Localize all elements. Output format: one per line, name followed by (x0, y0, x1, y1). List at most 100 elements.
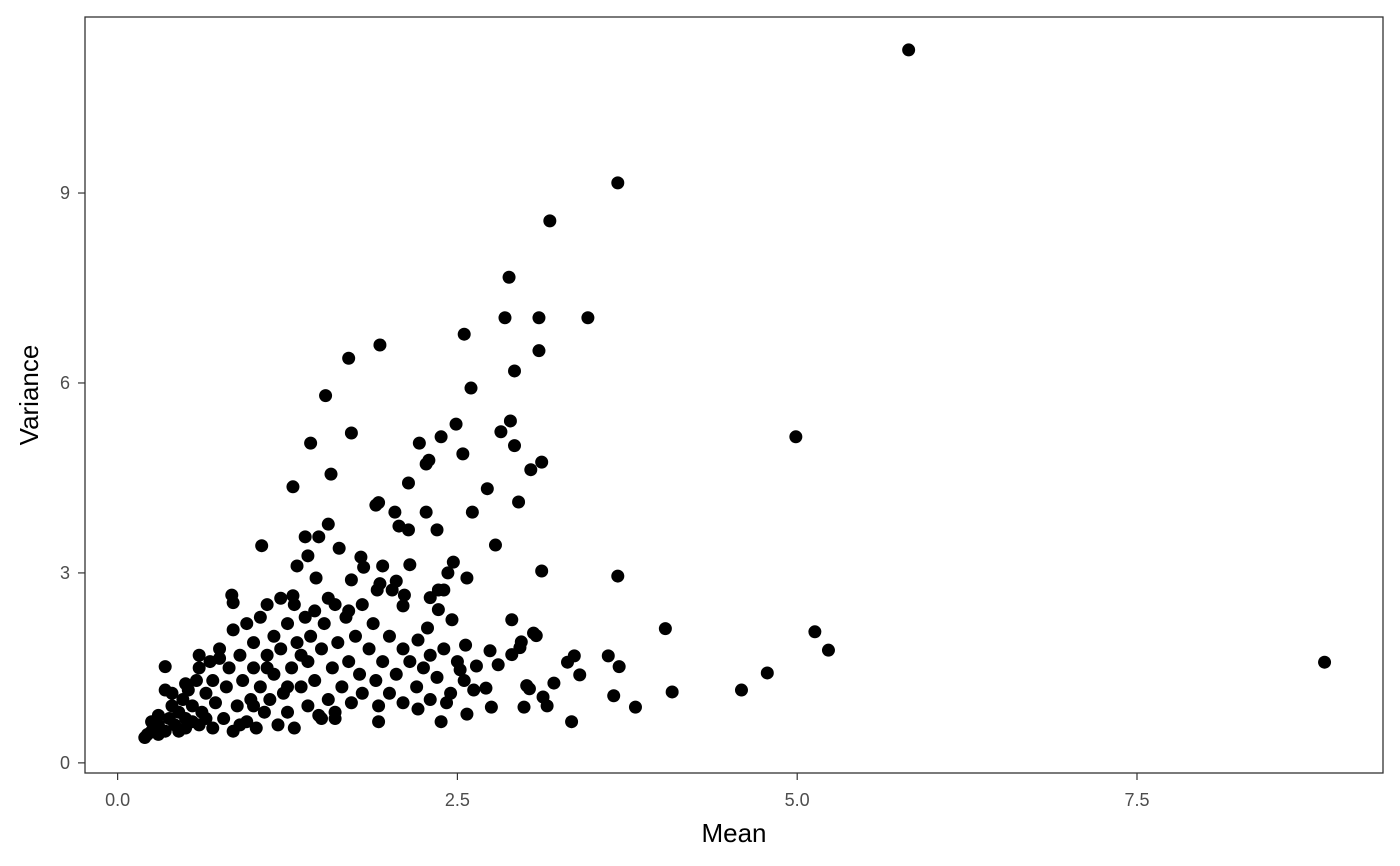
point (388, 505, 402, 519)
point (355, 686, 369, 700)
point (179, 677, 193, 691)
point (290, 559, 304, 573)
point (401, 523, 415, 537)
point (344, 696, 358, 710)
point (312, 530, 326, 544)
point (206, 721, 220, 735)
point (601, 649, 615, 663)
point (233, 648, 247, 662)
point (255, 539, 269, 553)
point (344, 426, 358, 440)
point (335, 680, 349, 694)
point (565, 715, 579, 729)
point (192, 661, 206, 675)
point (298, 530, 312, 544)
point (529, 629, 543, 643)
point (366, 617, 380, 631)
point (484, 700, 498, 714)
point (535, 455, 549, 469)
point (274, 591, 288, 605)
point (240, 617, 254, 631)
point (512, 495, 526, 509)
point (369, 674, 383, 688)
point (199, 686, 213, 700)
point (483, 644, 497, 658)
point (281, 617, 295, 631)
point (789, 430, 803, 444)
point (535, 564, 549, 578)
point (457, 327, 471, 341)
point (226, 623, 240, 637)
point (430, 523, 444, 537)
point (498, 311, 512, 325)
point (628, 700, 642, 714)
point (355, 598, 369, 612)
point (581, 311, 595, 325)
point (325, 661, 339, 675)
point (734, 683, 748, 697)
point (321, 693, 335, 707)
point (158, 660, 172, 674)
point (480, 482, 494, 496)
point (321, 517, 335, 531)
point (287, 598, 301, 612)
point (369, 498, 383, 512)
point (176, 693, 190, 707)
point (354, 550, 368, 564)
point (372, 715, 386, 729)
point (233, 718, 247, 732)
point (236, 674, 250, 688)
point (423, 591, 437, 605)
point (382, 629, 396, 643)
point (488, 538, 502, 552)
point (332, 541, 346, 555)
point (1318, 655, 1332, 669)
point (213, 642, 227, 656)
point (281, 680, 295, 694)
point (185, 715, 199, 729)
point (467, 683, 481, 697)
point (612, 660, 626, 674)
point (324, 467, 338, 481)
point (219, 680, 233, 694)
point (286, 480, 300, 494)
point (423, 648, 437, 662)
point (271, 718, 285, 732)
point (257, 705, 271, 719)
point (419, 505, 433, 519)
point (416, 661, 430, 675)
y-tick-label: 6 (60, 373, 70, 393)
point (298, 610, 312, 624)
point (505, 613, 519, 627)
point (760, 666, 774, 680)
point (362, 642, 376, 656)
point (389, 667, 403, 681)
x-tick-label: 0.0 (105, 790, 130, 810)
point (253, 610, 267, 624)
point (304, 629, 318, 643)
point (561, 655, 575, 669)
point (189, 674, 203, 688)
point (342, 604, 356, 618)
point (464, 381, 478, 395)
point (376, 559, 390, 573)
point (274, 642, 288, 656)
point (287, 721, 301, 735)
point (294, 648, 308, 662)
point (505, 648, 519, 662)
point (263, 693, 277, 707)
point (611, 569, 625, 583)
point (403, 655, 417, 669)
point (411, 633, 425, 647)
point (460, 571, 474, 585)
point (434, 430, 448, 444)
point (213, 651, 227, 665)
point (308, 604, 322, 618)
point (217, 712, 231, 726)
point (444, 686, 458, 700)
point (226, 596, 240, 610)
point (145, 715, 159, 729)
y-tick-label: 3 (60, 563, 70, 583)
point (344, 573, 358, 587)
point (260, 598, 274, 612)
